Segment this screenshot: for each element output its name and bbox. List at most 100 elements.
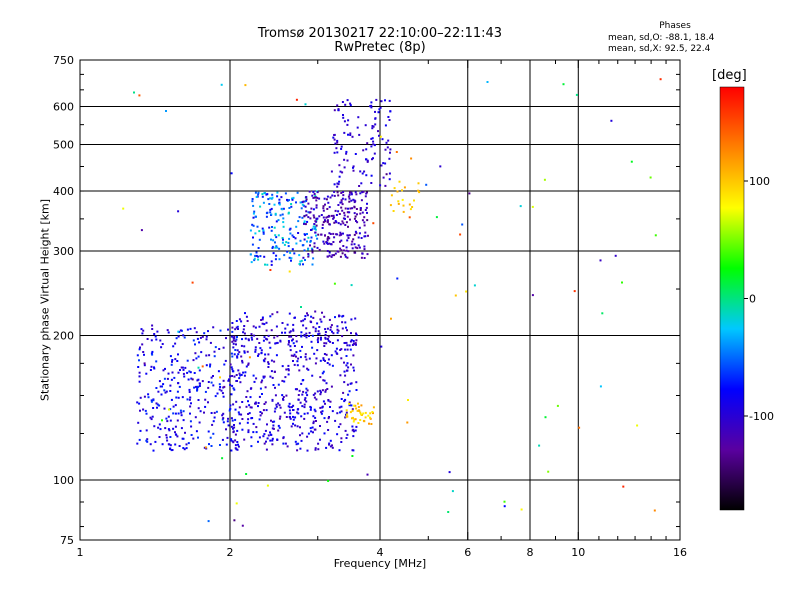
data-point — [176, 360, 179, 362]
data-point — [254, 401, 257, 404]
data-point — [257, 191, 260, 194]
data-point — [316, 237, 319, 240]
data-point — [326, 195, 329, 198]
data-point — [257, 353, 260, 356]
data-point — [351, 247, 354, 250]
data-point — [234, 433, 237, 436]
data-point — [324, 328, 327, 331]
data-point — [306, 314, 309, 317]
data-point — [336, 182, 339, 185]
data-point — [162, 369, 165, 372]
data-point — [226, 420, 229, 423]
data-point — [279, 415, 282, 418]
data-point — [201, 380, 204, 383]
data-point — [250, 261, 253, 264]
data-point — [332, 214, 335, 217]
data-point — [312, 431, 314, 434]
data-point — [306, 312, 308, 315]
data-point — [182, 419, 185, 422]
data-point — [247, 429, 250, 432]
data-point — [334, 350, 337, 353]
data-point — [359, 209, 362, 211]
data-point — [279, 214, 282, 217]
data-point — [369, 105, 372, 108]
data-point — [205, 364, 208, 367]
data-point — [177, 412, 180, 415]
data-point — [382, 176, 385, 179]
data-point — [354, 246, 357, 249]
data-point — [243, 345, 246, 348]
data-point — [355, 425, 358, 428]
data-point — [222, 421, 225, 424]
data-point — [345, 152, 348, 155]
data-point — [355, 208, 358, 210]
data-point — [283, 380, 286, 383]
data-point — [233, 375, 236, 378]
data-point — [359, 419, 362, 421]
data-point — [317, 337, 320, 340]
data-point — [345, 355, 348, 357]
phases-title: Phases — [659, 21, 691, 31]
data-point — [197, 366, 200, 369]
data-point — [314, 220, 317, 223]
data-point — [370, 423, 373, 425]
data-point — [170, 398, 173, 401]
data-point — [223, 363, 226, 366]
data-point — [328, 318, 331, 321]
data-point — [278, 198, 281, 201]
data-point — [288, 237, 291, 240]
data-point — [338, 314, 340, 317]
data-point — [251, 243, 254, 246]
data-point — [304, 397, 307, 400]
data-point — [287, 405, 290, 408]
data-point — [144, 409, 147, 412]
data-point — [314, 447, 317, 450]
data-point — [340, 398, 343, 400]
data-point — [257, 440, 259, 443]
data-point — [503, 505, 506, 508]
data-point — [353, 404, 356, 407]
data-point — [281, 241, 284, 244]
data-point — [167, 372, 170, 375]
data-point — [310, 229, 312, 231]
data-point — [366, 191, 368, 194]
data-point — [271, 196, 274, 199]
data-point — [344, 348, 347, 351]
data-point — [218, 383, 221, 386]
data-point — [366, 219, 369, 222]
data-point — [330, 214, 333, 217]
data-point — [219, 386, 222, 388]
data-point — [315, 217, 318, 220]
data-point — [340, 239, 343, 242]
data-point — [186, 359, 189, 362]
data-point — [166, 329, 169, 332]
data-point — [197, 378, 200, 381]
data-point — [270, 229, 273, 232]
data-point — [439, 165, 442, 168]
data-point — [255, 196, 258, 198]
data-point — [309, 408, 312, 411]
data-point — [385, 173, 388, 176]
data-point — [190, 425, 193, 428]
data-point — [285, 241, 288, 244]
data-point — [299, 356, 302, 359]
data-point — [306, 435, 309, 438]
data-point — [196, 387, 199, 389]
data-point — [311, 426, 314, 429]
data-point — [247, 418, 250, 421]
data-point — [344, 374, 347, 377]
data-point — [177, 382, 180, 385]
data-point — [292, 355, 295, 357]
data-point — [153, 425, 156, 428]
data-point — [195, 430, 198, 433]
data-point — [264, 192, 266, 195]
data-point — [343, 214, 346, 217]
data-point — [237, 369, 240, 372]
data-point — [363, 221, 366, 224]
data-point — [219, 444, 221, 446]
data-point — [313, 245, 316, 248]
data-point — [314, 327, 317, 330]
data-point — [222, 412, 225, 415]
data-point — [220, 83, 223, 86]
data-point — [254, 346, 257, 349]
